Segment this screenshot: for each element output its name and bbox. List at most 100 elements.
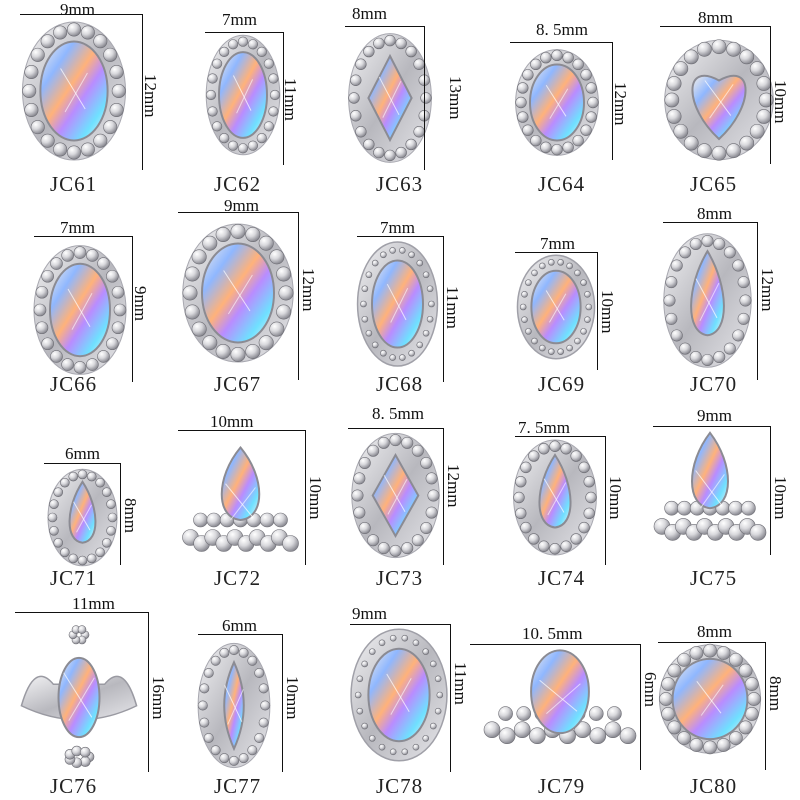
- product-code: JC67: [214, 372, 262, 396]
- height-label: 13mm: [446, 76, 465, 120]
- gem-jc70-image: [663, 233, 752, 368]
- width-label: 8mm: [697, 622, 732, 641]
- height-dimension-line: [120, 463, 121, 565]
- height-dimension-line: [148, 612, 149, 772]
- height-dimension-line: [298, 212, 299, 380]
- gem-jc72-image: [182, 445, 299, 552]
- height-label: 10mm: [771, 476, 790, 520]
- gem-jc67-image: [182, 223, 294, 363]
- width-label: 10. 5mm: [522, 624, 583, 643]
- product-code: JC74: [538, 566, 586, 590]
- width-label: 9mm: [697, 406, 732, 425]
- product-code: JC72: [214, 566, 262, 590]
- product-code: JC65: [690, 172, 738, 196]
- height-dimension-line: [640, 644, 641, 770]
- gem-jc66-image: [33, 245, 127, 375]
- height-label: 10mm: [606, 476, 625, 520]
- height-label: 10mm: [598, 290, 617, 334]
- product-code: JC63: [376, 172, 424, 196]
- gem-jc62-image: [205, 34, 281, 156]
- gem-jc73-image: [351, 432, 440, 559]
- width-label: 8. 5mm: [536, 20, 588, 39]
- width-dimension-line: [178, 430, 305, 431]
- width-label: 9mm: [352, 604, 387, 623]
- product-code: JC77: [214, 774, 262, 798]
- width-dimension-line: [34, 236, 132, 237]
- height-dimension-line: [283, 32, 284, 165]
- width-label: 9mm: [224, 196, 259, 215]
- height-label: 9mm: [131, 286, 150, 321]
- height-dimension-line: [142, 14, 143, 170]
- width-dimension-line: [20, 14, 142, 15]
- height-dimension-line: [450, 624, 451, 772]
- height-label: 11mm: [281, 78, 300, 121]
- height-dimension-line: [282, 634, 283, 772]
- width-dimension-line: [663, 222, 757, 223]
- product-code: JC75: [690, 566, 738, 590]
- height-dimension-line: [597, 252, 598, 370]
- product-code: JC66: [50, 372, 98, 396]
- width-dimension-line: [44, 463, 120, 464]
- width-label: 6mm: [222, 616, 257, 635]
- width-dimension-line: [653, 426, 770, 427]
- width-dimension-line: [658, 642, 765, 643]
- height-dimension-line: [443, 236, 444, 382]
- height-label: 11mm: [451, 662, 470, 705]
- product-code: JC79: [538, 774, 586, 798]
- width-label: 6mm: [65, 444, 100, 463]
- height-label: 10mm: [283, 676, 302, 720]
- gem-jc78-image: [350, 628, 448, 762]
- width-dimension-line: [515, 252, 597, 253]
- height-label: 12mm: [611, 82, 630, 126]
- height-label: 10mm: [306, 476, 325, 520]
- product-code: JC70: [690, 372, 738, 396]
- height-dimension-line: [132, 236, 133, 382]
- width-label: 9mm: [60, 0, 95, 19]
- width-label: 8. 5mm: [372, 404, 424, 423]
- width-dimension-line: [470, 644, 640, 645]
- gem-jc64-image: [515, 49, 599, 156]
- width-label: 7mm: [60, 218, 95, 237]
- product-code: JC61: [50, 172, 98, 196]
- gem-jc75-image: [653, 431, 767, 541]
- product-code: JC80: [690, 774, 738, 798]
- width-label: 11mm: [72, 594, 115, 613]
- gem-jc77-image: [197, 642, 271, 769]
- gem-jc68-image: [356, 241, 439, 367]
- gem-jc61-image: [21, 21, 127, 161]
- gem-jc65-image: [664, 39, 774, 161]
- height-label: 12mm: [141, 74, 160, 118]
- width-dimension-line: [178, 212, 298, 213]
- width-label: 8mm: [697, 204, 732, 223]
- width-label: 10mm: [210, 412, 254, 431]
- width-label: 7mm: [540, 234, 575, 253]
- product-code: JC73: [376, 566, 424, 590]
- gem-jc74-image: [513, 439, 597, 556]
- height-label: 12mm: [758, 268, 777, 312]
- product-code: JC62: [214, 172, 262, 196]
- width-label: 8mm: [352, 4, 387, 23]
- height-dimension-line: [770, 26, 771, 164]
- product-code: JC68: [376, 372, 424, 396]
- height-label: 10mm: [771, 80, 790, 124]
- width-label: 8mm: [698, 8, 733, 27]
- width-dimension-line: [15, 612, 148, 613]
- width-label: 7mm: [380, 218, 415, 237]
- width-dimension-line: [510, 42, 612, 43]
- width-label: 7mm: [222, 10, 257, 29]
- product-code: JC78: [376, 774, 424, 798]
- gem-jc76-image: [20, 625, 138, 769]
- height-dimension-line: [305, 430, 306, 565]
- height-dimension-line: [424, 26, 425, 170]
- height-label: 8mm: [121, 498, 140, 533]
- product-code: JC76: [50, 774, 98, 798]
- height-label: 12mm: [444, 464, 463, 508]
- height-label: 8mm: [766, 676, 785, 711]
- width-label: 7. 5mm: [518, 418, 570, 437]
- width-dimension-line: [515, 436, 605, 437]
- height-label: 16mm: [149, 676, 168, 720]
- gem-jc63-image: [348, 33, 432, 163]
- width-dimension-line: [348, 428, 443, 429]
- width-dimension-line: [357, 236, 443, 237]
- height-label: 12mm: [299, 268, 318, 312]
